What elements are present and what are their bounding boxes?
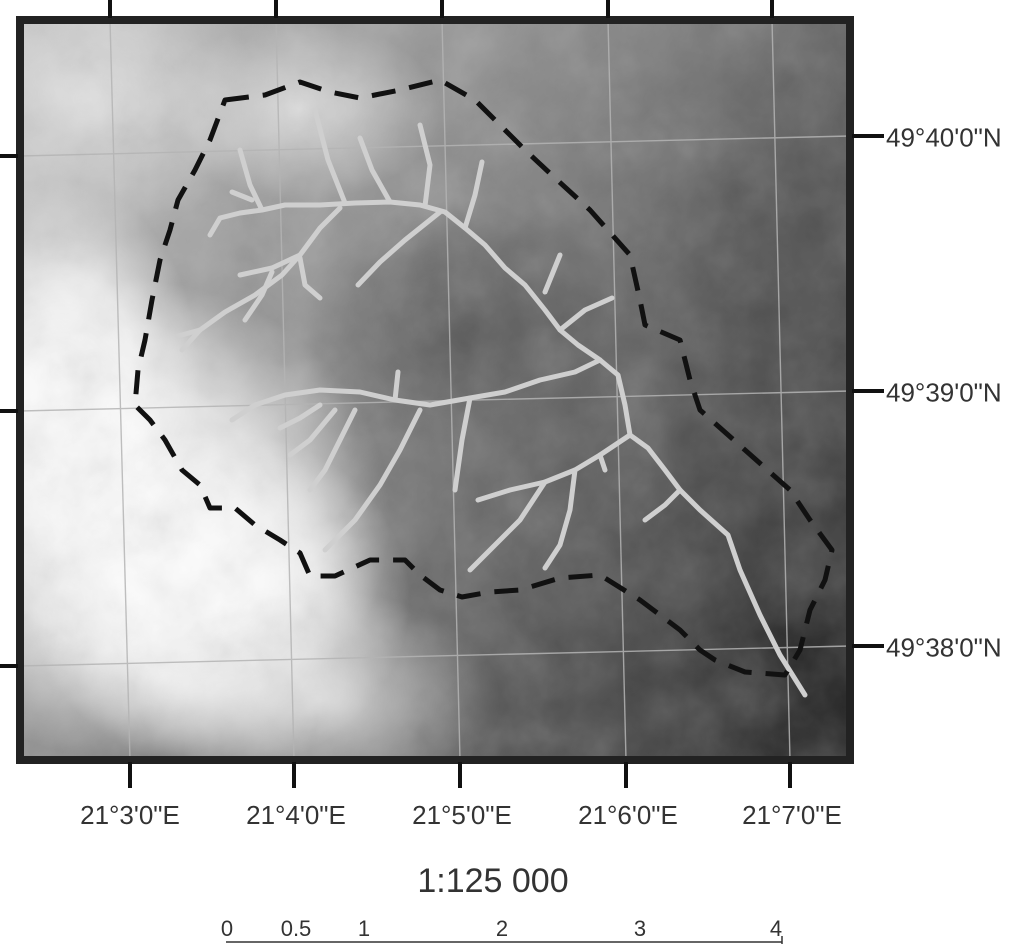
catchment-boundary bbox=[132, 77, 835, 678]
latitude-label: 49°39'0"N bbox=[886, 377, 1002, 408]
stream-branch bbox=[597, 452, 608, 473]
stream-branch bbox=[542, 467, 578, 571]
parallel-line bbox=[20, 390, 850, 412]
stream-branch bbox=[287, 407, 338, 458]
stream-branch bbox=[307, 407, 358, 493]
frame-ticks bbox=[0, 0, 884, 788]
scale-bar bbox=[226, 936, 783, 944]
stream-network bbox=[175, 107, 808, 698]
latitude-label: 49°40'0"N bbox=[886, 122, 1002, 153]
stream-branch bbox=[357, 135, 393, 205]
scale-tick-label: 4 bbox=[769, 916, 783, 941]
stream-branch bbox=[452, 395, 473, 493]
stream-branch bbox=[229, 189, 255, 203]
stream-branch bbox=[417, 122, 433, 209]
meridian-line bbox=[109, 20, 131, 760]
scale-tick-label: 0 bbox=[220, 916, 234, 941]
stream-branch bbox=[642, 487, 683, 523]
longitude-label: 21°5'0"E bbox=[412, 800, 512, 830]
meridian-line bbox=[275, 20, 295, 760]
stream-branch bbox=[462, 159, 485, 231]
stream-branch bbox=[242, 269, 275, 323]
stream-branch bbox=[475, 432, 633, 503]
stream-branch bbox=[312, 107, 348, 206]
main-stream bbox=[207, 199, 808, 698]
stream-branch bbox=[322, 407, 423, 553]
stream-branch bbox=[229, 357, 603, 423]
stream-branch bbox=[175, 327, 203, 339]
scale-tick-label: 0.5 bbox=[280, 916, 312, 941]
meridian-line bbox=[441, 20, 461, 760]
stream-branch bbox=[237, 147, 265, 213]
stream-branch bbox=[297, 255, 323, 301]
parallel-line bbox=[20, 135, 850, 157]
longitude-label: 21°7'0"E bbox=[742, 800, 842, 830]
parallel-line bbox=[20, 645, 850, 667]
graticule bbox=[20, 20, 850, 760]
latitude-label: 49°38'0"N bbox=[886, 632, 1002, 663]
longitude-label: 21°3'0"E bbox=[80, 800, 180, 830]
meridian-line bbox=[771, 20, 791, 760]
stream-branch bbox=[355, 209, 443, 288]
stream-branch bbox=[467, 479, 548, 573]
scale-tick-label: 3 bbox=[633, 916, 647, 941]
stream-branch bbox=[277, 402, 323, 431]
elevation-raster bbox=[20, 20, 850, 760]
longitude-label: 21°4'0"E bbox=[246, 800, 346, 830]
meridian-line bbox=[607, 20, 627, 760]
scale-tick-label: 1 bbox=[357, 916, 371, 941]
scale-ratio: 1:125 000 bbox=[417, 862, 569, 900]
stream-branch bbox=[557, 295, 615, 333]
scale-tick-label: 2 bbox=[495, 916, 509, 941]
stream-branch bbox=[542, 252, 563, 295]
longitude-label: 21°6'0"E bbox=[578, 800, 678, 830]
map-frame bbox=[16, 16, 854, 764]
stream-branch bbox=[392, 369, 401, 403]
